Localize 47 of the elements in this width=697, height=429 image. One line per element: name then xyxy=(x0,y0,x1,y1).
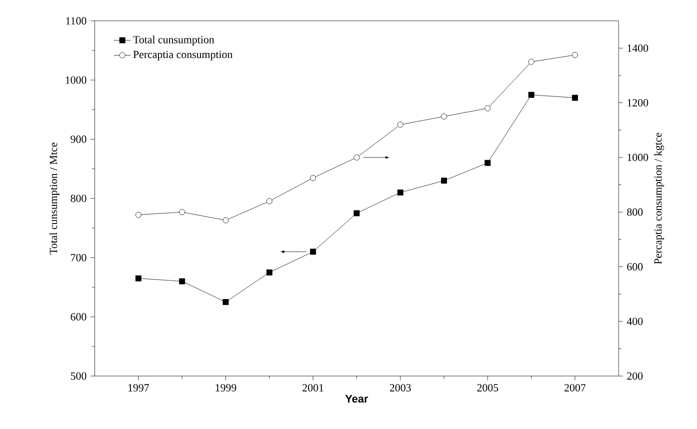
y-axis-title: Total cunsumption / Mtce xyxy=(49,142,60,255)
point xyxy=(528,59,534,65)
point xyxy=(310,175,316,182)
x-axis-title: Year xyxy=(345,395,368,403)
point xyxy=(441,178,447,184)
legend-label: Percaptia consumption xyxy=(133,51,233,61)
point xyxy=(266,198,272,204)
x-tick-label: 2003 xyxy=(390,384,411,392)
y2-axis-title: Percaptia consumption / kgtce xyxy=(654,133,664,264)
y-tick-label: 1100 xyxy=(66,17,86,25)
point xyxy=(397,122,404,128)
legend-label: Total cunsumption xyxy=(133,36,214,46)
point xyxy=(572,52,578,58)
y2-tick-label: 1400 xyxy=(628,44,648,52)
x-tick-label: 1999 xyxy=(216,384,236,392)
point xyxy=(572,95,578,101)
point xyxy=(179,209,186,216)
x-tick-label: 2005 xyxy=(477,384,498,392)
point xyxy=(441,114,447,120)
x-tick-label: 1997 xyxy=(128,384,150,392)
point xyxy=(484,160,491,166)
y2-tick-label: 200 xyxy=(627,372,643,380)
point xyxy=(222,218,229,224)
point xyxy=(354,154,360,161)
point xyxy=(397,190,404,196)
point xyxy=(222,299,229,306)
point xyxy=(528,92,534,98)
y-tick-label: 700 xyxy=(71,254,86,262)
y2-tick-label: 600 xyxy=(627,263,643,271)
y2-tick-label: 1000 xyxy=(628,154,648,162)
point xyxy=(135,276,142,282)
y-tick-label: 500 xyxy=(70,372,86,380)
y2-tick-label: 1200 xyxy=(628,99,648,107)
y-tick-label: 600 xyxy=(70,313,86,321)
point xyxy=(354,210,360,216)
point xyxy=(135,212,142,218)
point xyxy=(179,278,186,284)
y-tick-label: 900 xyxy=(70,136,86,144)
point xyxy=(266,270,272,276)
y2-tick-label: 400 xyxy=(626,318,643,326)
y2-tick-label: 800 xyxy=(627,208,643,216)
y-tick-label: 800 xyxy=(70,194,86,202)
point xyxy=(484,105,491,112)
point xyxy=(310,248,316,255)
y-tick-label: 1000 xyxy=(66,76,86,84)
x-tick-label: 2001 xyxy=(302,384,324,392)
x-tick-label: 2007 xyxy=(564,384,586,392)
